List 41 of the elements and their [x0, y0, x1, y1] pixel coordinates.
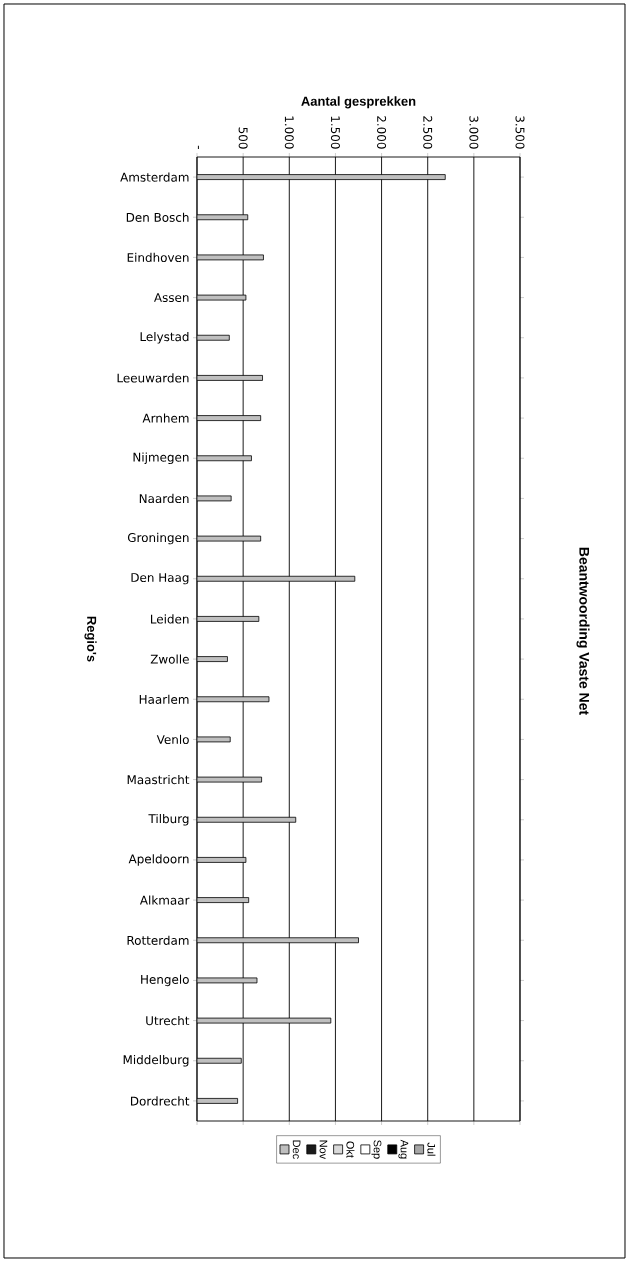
x-tick-label: -: [197, 145, 199, 149]
y-tick-label: Utrecht: [146, 1015, 190, 1026]
legend-label: Nov: [319, 1140, 328, 1160]
y-tick-label: Zwolle: [150, 654, 189, 664]
y-tick-label: Eindhoven: [127, 252, 189, 263]
y-tick-label: Naarden: [139, 493, 189, 504]
y-tick-label: Maastricht: [127, 774, 190, 785]
x-tick-label: 500: [238, 127, 248, 149]
x-axis-title: Aantal gesprekken: [301, 96, 416, 109]
y-tick-label: Dordrecht: [130, 1096, 190, 1106]
y-tick-label: Groningen: [127, 532, 189, 545]
y-axis-title: Regio's: [84, 616, 97, 662]
y-tick-label: Assen: [154, 293, 189, 303]
y-tick-label: Haarlem: [139, 694, 189, 704]
legend-label: Dec: [292, 1140, 301, 1159]
y-tick-label: Alkmaar: [139, 895, 190, 905]
y-tick-label: Nijmegen: [133, 452, 189, 465]
legend-label: Jul: [427, 1142, 436, 1156]
y-tick-label: Venlo: [156, 734, 189, 745]
x-tick-label: 2.000: [377, 116, 387, 149]
legend-label: Sep: [371, 1140, 382, 1159]
y-tick-label: Den Haag: [131, 573, 189, 585]
x-tick-label: 3.000: [469, 116, 479, 149]
y-tick-label: Amsterdam: [120, 172, 189, 182]
x-tick-label: 1.000: [284, 116, 294, 149]
y-tick-label: Arnhem: [142, 413, 189, 423]
legend-label: Aug: [398, 1139, 409, 1159]
text: Beantwoording Vaste Net: [576, 547, 590, 715]
legend-label: Okt: [346, 1141, 355, 1158]
y-tick-label: Den Bosch: [126, 212, 189, 222]
y-tick-label: Rotterdam: [127, 935, 189, 945]
y-tick-label: Leiden: [151, 614, 189, 624]
y-tick-label: Leeuwarden: [117, 373, 189, 383]
y-tick-label: Lelystad: [140, 331, 189, 344]
y-tick-label: Hengelo: [141, 974, 189, 987]
x-tick-label: 1.500: [330, 116, 340, 149]
y-tick-label: Apeldoorn: [128, 854, 189, 866]
y-tick-label: Tilburg: [148, 813, 189, 826]
y-tick-label: Middelburg: [123, 1054, 189, 1067]
x-tick-label: 3.500: [515, 116, 525, 149]
x-tick-label: 2.500: [423, 116, 433, 149]
